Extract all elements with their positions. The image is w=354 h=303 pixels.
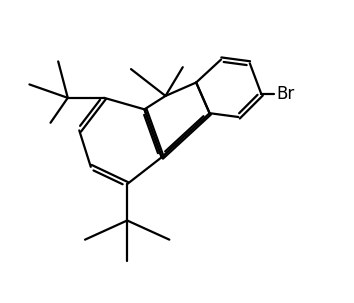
Text: Br: Br xyxy=(276,85,295,103)
